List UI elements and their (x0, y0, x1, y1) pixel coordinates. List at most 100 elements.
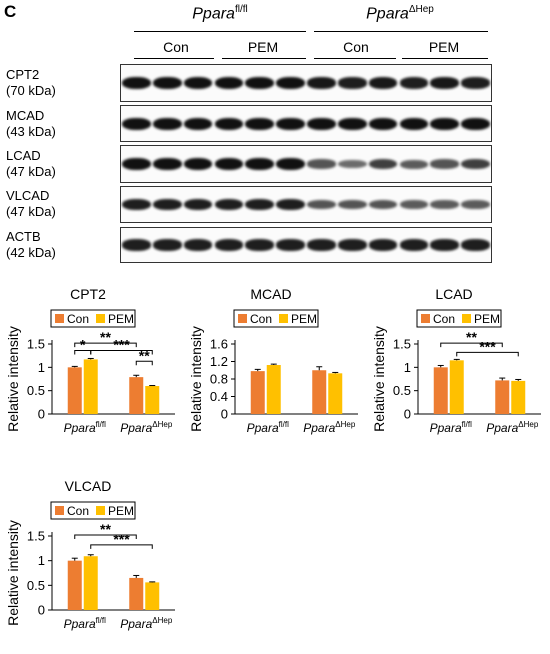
legend-box (416, 309, 502, 328)
genotype-underline (314, 31, 488, 32)
x-tick-label: PparaΔHep (120, 420, 173, 435)
blot-band (461, 158, 490, 170)
legend-label-pem: PEM (108, 312, 134, 326)
blot-band (430, 117, 460, 130)
blot-band (399, 239, 429, 251)
blot-band (399, 159, 429, 169)
genotype-header-flfl: Pparafl/fl (130, 4, 310, 23)
blot-band (399, 77, 429, 89)
blot-band (307, 117, 336, 130)
blot-band (183, 158, 213, 170)
blot-band (276, 239, 305, 251)
genotype-header-dhep: PparaΔHep (310, 4, 490, 23)
y-tick-label: 1 (38, 360, 45, 375)
chart-mcad: MCAD Con PEM 0 0.4 0.8 1.2 1.6 Relative intensit… (188, 286, 358, 435)
protein-kda: (47 kDa) (6, 204, 56, 219)
chart-lcad: LCAD Con PEM 0 0.5 1 1.5 Relative intensity Ppar… (371, 286, 541, 435)
blot-band (461, 77, 490, 89)
bar-con (67, 560, 82, 610)
x-tick-sup: ΔHep (335, 420, 356, 429)
blot-image-actb (120, 227, 492, 263)
y-tick-label: 0.5 (27, 578, 45, 593)
bar-pem (449, 360, 464, 414)
significance-bracket (440, 342, 503, 348)
y-tick-label: 1.5 (27, 337, 45, 352)
protein-kda: (43 kDa) (6, 124, 56, 139)
blot-band (276, 77, 305, 89)
significance-label: ** (100, 521, 111, 537)
legend-label-pem: PEM (291, 312, 317, 326)
bar-pem (145, 386, 160, 414)
y-tick-label: 1 (38, 553, 45, 568)
x-tick-label: Pparafl/fl (247, 420, 289, 435)
blot-label-lcad: LCAD (47 kDa) (6, 148, 56, 180)
genotype-name: Ppara (366, 5, 409, 23)
blot-band (245, 198, 275, 211)
bar-pem (83, 359, 98, 414)
significance-bracket (90, 350, 153, 355)
x-tick-name: Ppara (430, 421, 462, 435)
genotype-sup: fl/fl (234, 4, 248, 15)
x-tick-sup: ΔHep (152, 616, 173, 625)
blot-band (399, 200, 429, 209)
y-tick-label: 0.5 (393, 383, 411, 398)
y-axis-label: Relative intensity (5, 520, 21, 626)
bar-con (129, 577, 144, 610)
blot-band (461, 200, 490, 209)
blot-band (368, 77, 398, 89)
x-tick-sup: ΔHep (152, 420, 173, 429)
blot-band (337, 239, 367, 251)
blot-image-lcad (120, 145, 492, 183)
x-tick-label: Pparafl/fl (64, 420, 106, 435)
blot-band (152, 239, 182, 251)
blot-band (183, 77, 213, 89)
legend-swatch-con (238, 314, 247, 323)
group-label: Con (163, 39, 189, 55)
legend-swatch-pem (96, 314, 105, 323)
blot-label-actb: ACTB (42 kDa) (6, 229, 56, 261)
x-tick-label: PparaΔHep (486, 420, 539, 435)
blot-band (276, 198, 305, 211)
x-tick-sup: fl/fl (279, 420, 289, 429)
blot-band (430, 77, 460, 89)
significance-bracket (135, 360, 153, 366)
blot-band (122, 77, 151, 89)
blot-band (368, 199, 398, 210)
blot-band (430, 200, 460, 209)
chart-title: CPT2 (70, 286, 106, 302)
significance-bracket (74, 534, 137, 540)
y-tick-label: 0.5 (27, 383, 45, 398)
blot-band (461, 239, 490, 251)
blot-band (183, 117, 213, 130)
blot-label-cpt2: CPT2 (70 kDa) (6, 67, 56, 99)
chart-title: LCAD (435, 286, 472, 302)
blot-band (368, 158, 398, 170)
legend-label-con: Con (250, 312, 272, 326)
legend-swatch-con (55, 314, 64, 323)
legend-swatch-pem (96, 506, 105, 515)
blot-band (307, 199, 336, 210)
blot-image-cpt2 (120, 64, 492, 102)
x-tick-label: Pparafl/fl (64, 616, 106, 631)
blot-band (337, 159, 367, 169)
blot-band (122, 117, 151, 130)
blot-band (399, 117, 429, 130)
blot-band (214, 117, 244, 130)
bar-con (312, 370, 327, 414)
blot-band (152, 77, 182, 89)
bar-con (67, 367, 82, 414)
y-tick-label: 0 (221, 407, 228, 422)
significance-bracket (74, 342, 137, 348)
protein-name: LCAD (6, 148, 41, 163)
blot-band (183, 198, 213, 211)
protein-kda: (42 kDa) (6, 245, 56, 260)
blot-band (430, 159, 460, 169)
bar-pem (511, 380, 526, 414)
group-underline (314, 58, 396, 59)
bar-con (495, 380, 510, 414)
y-tick-label: 0.8 (210, 372, 228, 387)
significance-label: *** (479, 338, 496, 354)
legend-box (50, 309, 136, 328)
y-tick-label: 0 (38, 603, 45, 618)
chart-vlcad: VLCAD Con PEM 0 0.5 1 1.5 Relative intensity Ppa… (5, 478, 175, 631)
